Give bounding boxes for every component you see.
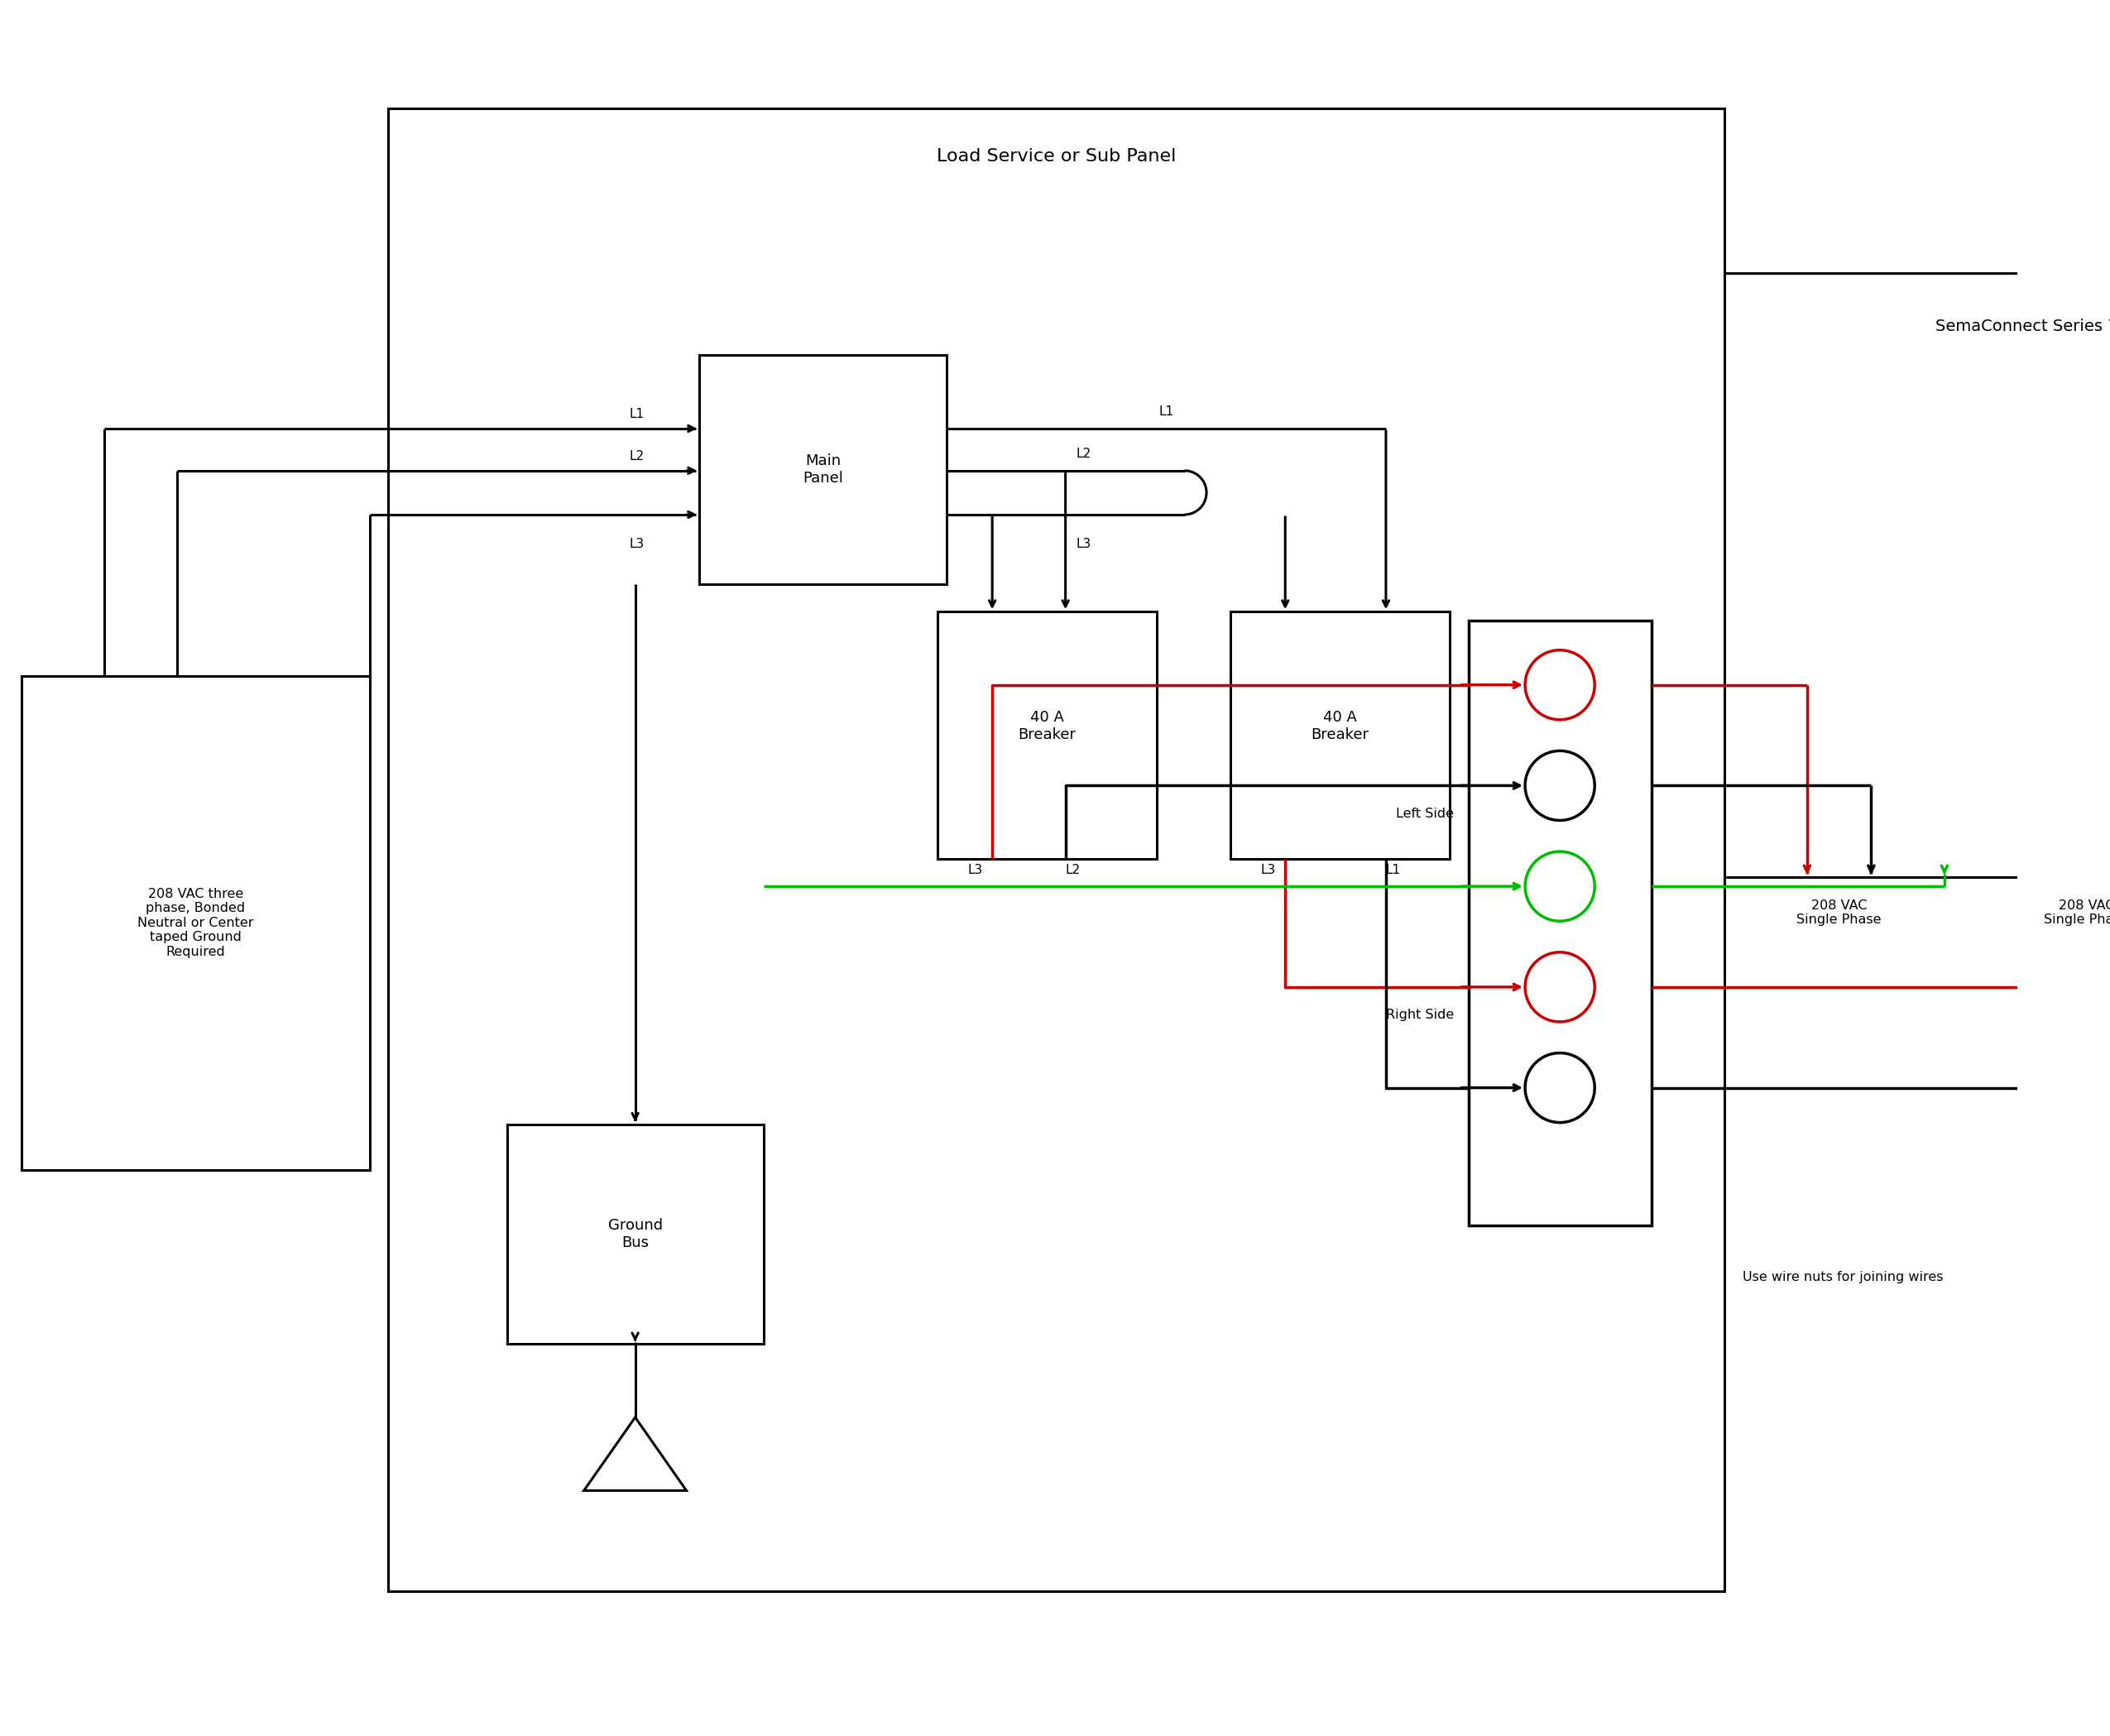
Circle shape [1526, 649, 1595, 720]
Text: 40 A
Breaker: 40 A Breaker [1019, 710, 1076, 743]
Text: Right Side: Right Side [1386, 1009, 1454, 1021]
Text: Main
Panel: Main Panel [802, 453, 844, 486]
Text: 208 VAC three
phase, Bonded
Neutral or Center
taped Ground
Required: 208 VAC three phase, Bonded Neutral or C… [137, 887, 253, 958]
Text: 208 VAC
Single Phase: 208 VAC Single Phase [2045, 899, 2110, 925]
Text: L3: L3 [629, 538, 646, 550]
Bar [506, 1125, 764, 1344]
Polygon shape [584, 1417, 686, 1491]
Bar [1230, 611, 1450, 859]
Circle shape [1526, 750, 1595, 821]
Text: L1: L1 [1158, 406, 1173, 418]
Bar [388, 108, 1724, 1592]
Text: L1: L1 [1386, 863, 1401, 877]
Text: L2: L2 [1066, 863, 1080, 877]
Bar [698, 356, 947, 585]
Text: L3: L3 [1262, 863, 1277, 877]
Text: L2: L2 [1076, 448, 1091, 460]
Text: Use wire nuts for joining wires: Use wire nuts for joining wires [1743, 1271, 1943, 1283]
Text: Load Service or Sub Panel: Load Service or Sub Panel [937, 148, 1175, 165]
Bar [937, 611, 1156, 859]
Text: L3: L3 [968, 863, 983, 877]
Circle shape [1526, 1054, 1595, 1123]
Circle shape [1526, 953, 1595, 1023]
Text: L1: L1 [629, 408, 646, 420]
Text: SemaConnect Series 7: SemaConnect Series 7 [1935, 319, 2110, 335]
Text: Left Side: Left Side [1395, 807, 1454, 819]
Circle shape [1526, 852, 1595, 922]
Bar [21, 675, 369, 1170]
Bar [1724, 273, 2110, 877]
Text: L2: L2 [629, 450, 646, 462]
Bar [1469, 621, 1652, 1226]
Text: Ground
Bus: Ground Bus [608, 1219, 663, 1250]
Text: 40 A
Breaker: 40 A Breaker [1310, 710, 1369, 743]
Text: L3: L3 [1076, 538, 1091, 550]
Text: 208 VAC
Single Phase: 208 VAC Single Phase [1798, 899, 1882, 925]
